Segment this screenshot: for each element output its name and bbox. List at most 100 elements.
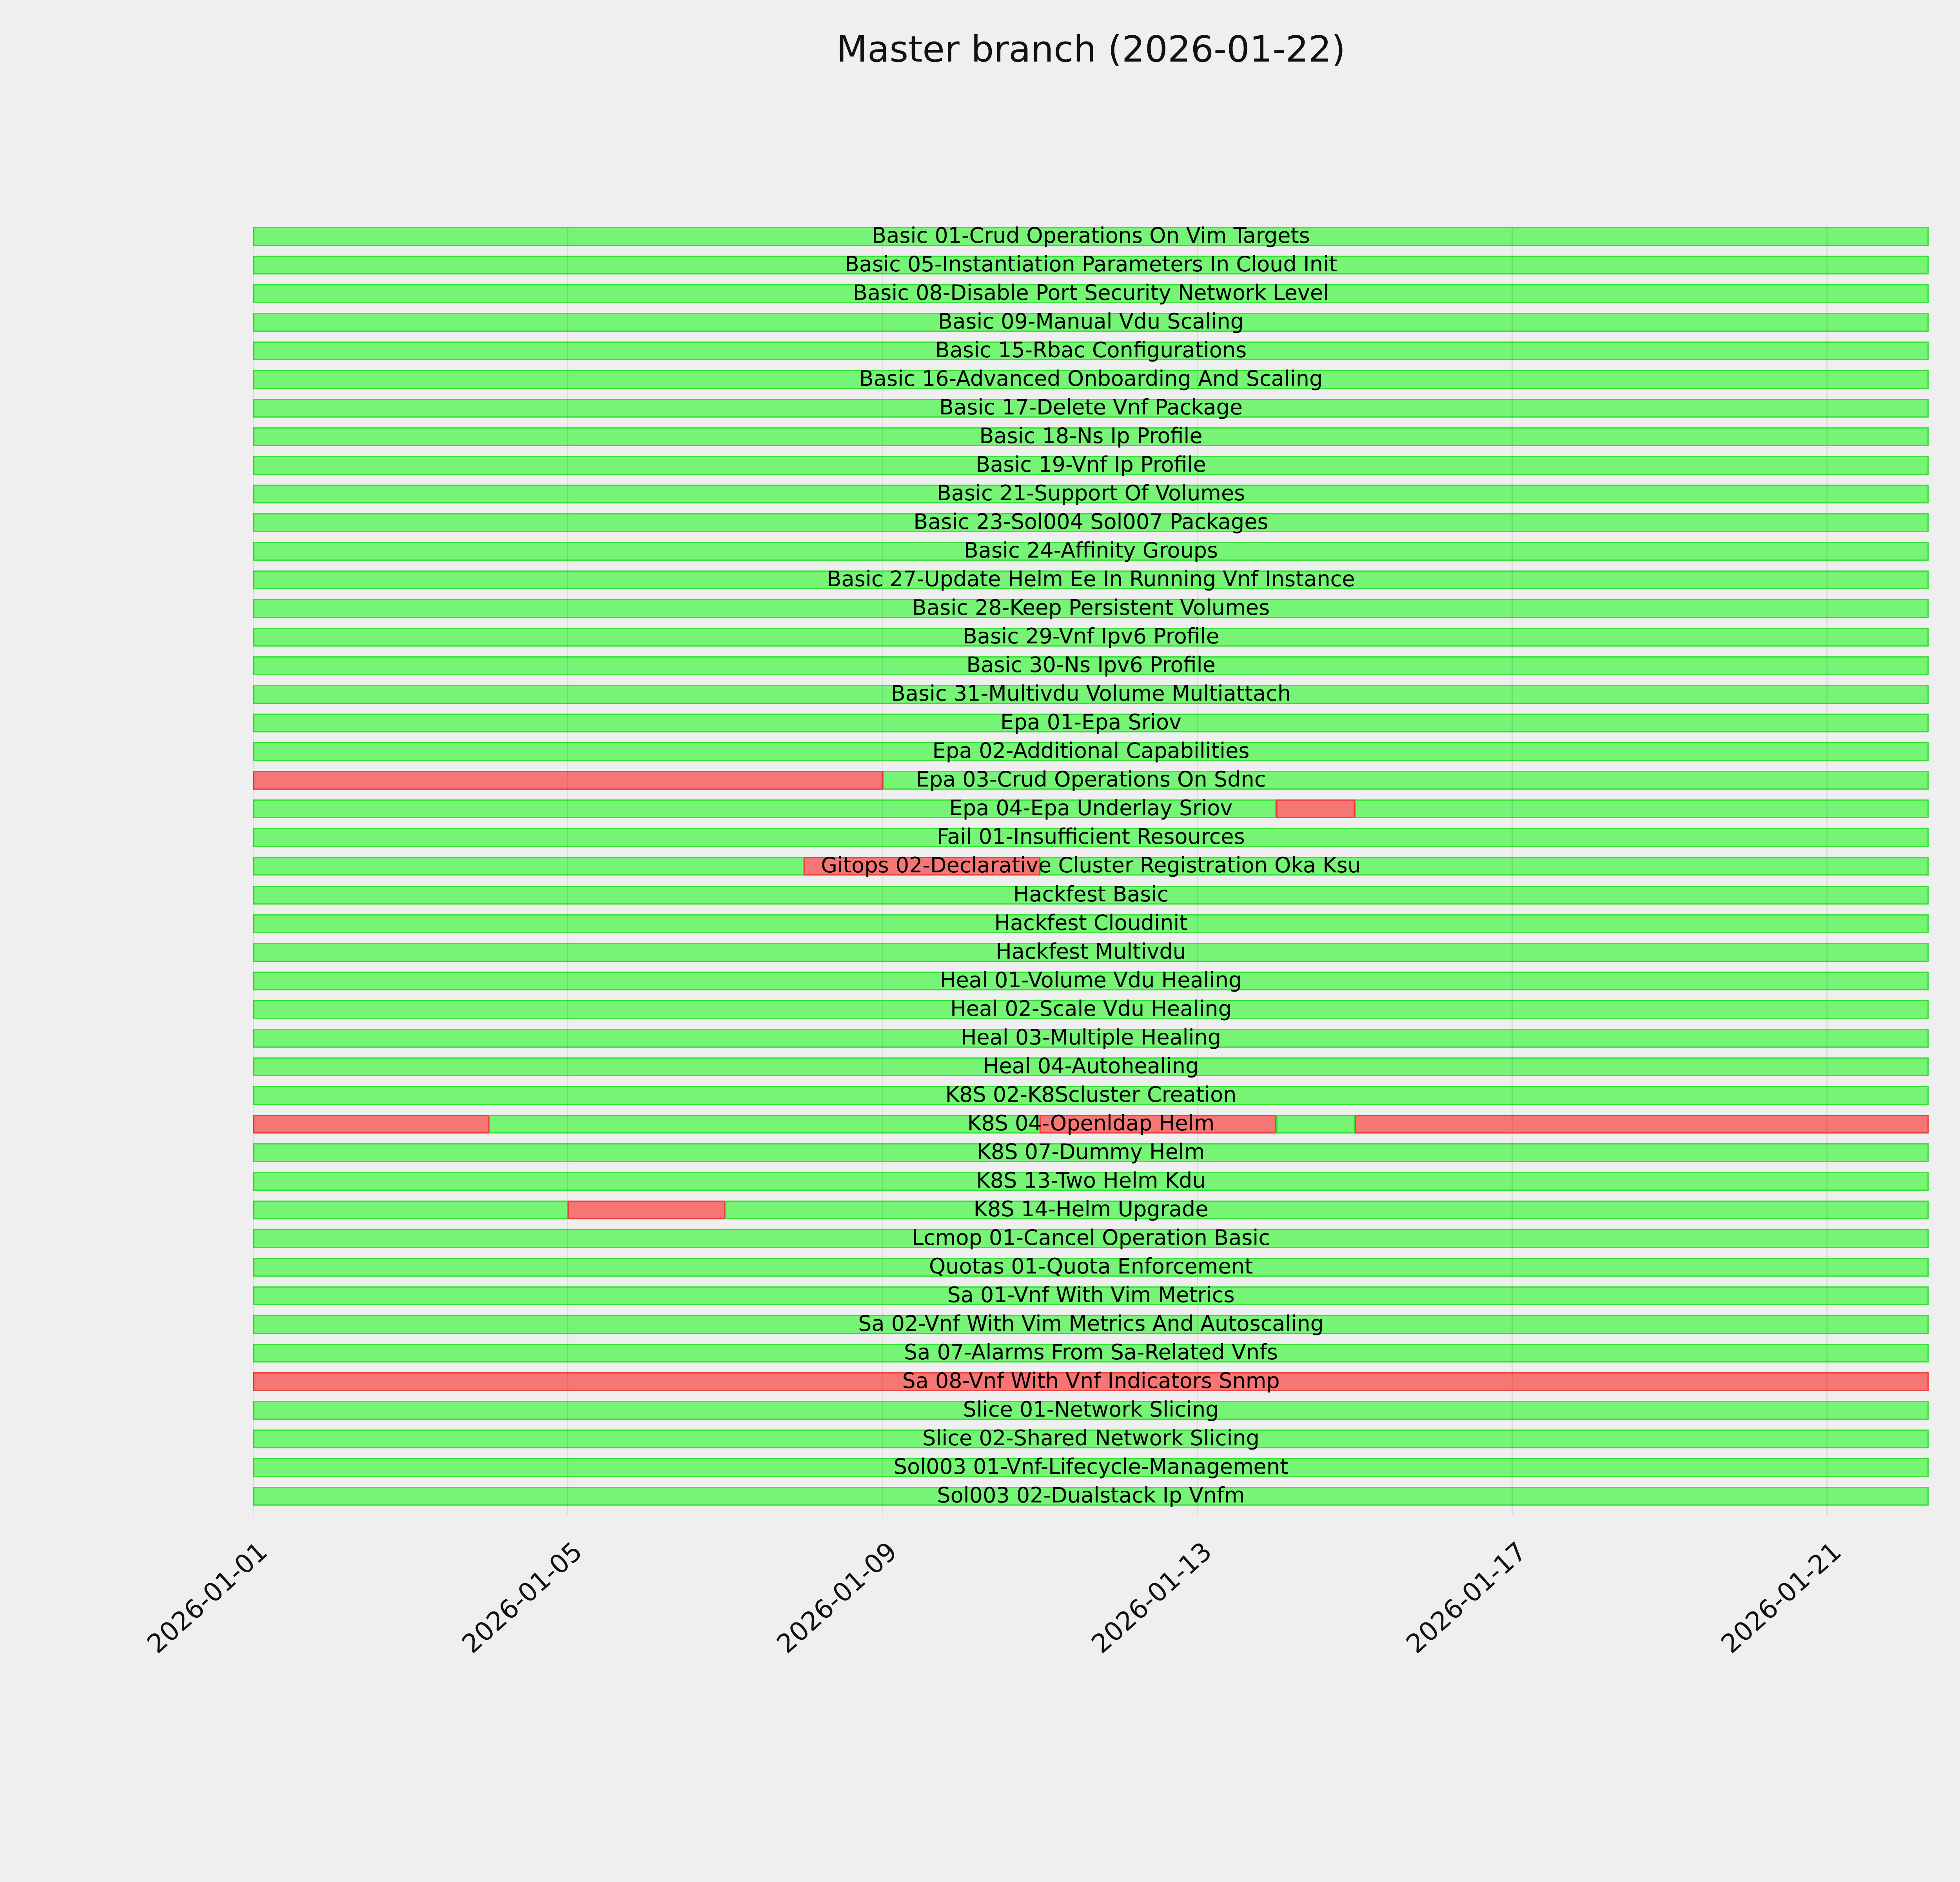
gantt-row: Heal 02-Scale Vdu Healing: [253, 998, 1929, 1019]
status-segment-pass: [253, 256, 1929, 275]
status-segment-pass: [253, 1143, 1929, 1162]
gantt-row: K8S 04-Openldap Helm: [253, 1112, 1929, 1134]
status-segment-fail: [1040, 1114, 1276, 1134]
gantt-row: Basic 19-Vnf Ip Profile: [253, 454, 1929, 475]
gantt-row: Basic 17-Delete Vnf Package: [253, 396, 1929, 418]
gantt-row: Sol003 02-Dualstack Ip Vnfm: [253, 1484, 1929, 1506]
status-segment-pass: [253, 427, 1929, 447]
status-segment-pass: [253, 1401, 1929, 1420]
status-segment-pass: [253, 1458, 1929, 1477]
status-segment-pass: [253, 599, 1929, 618]
x-tick-label-text: 2026-01-01: [141, 1536, 274, 1659]
gridline: [1512, 227, 1513, 1515]
status-segment-pass: [253, 370, 1929, 389]
x-tick-label-text: 2026-01-17: [1400, 1536, 1533, 1659]
x-tick-label-text: 2026-01-09: [771, 1536, 903, 1659]
status-segment-pass: [253, 971, 1929, 990]
gantt-chart: Basic 01-Crud Operations On Vim Targets B…: [252, 225, 1929, 1515]
status-segment-pass: [253, 857, 804, 876]
status-segment-pass: [253, 313, 1929, 332]
gantt-row: Epa 01-Epa Sriov: [253, 712, 1929, 733]
gantt-row: Sol003 01-Vnf-Lifecycle-Management: [253, 1456, 1929, 1477]
gantt-row: Epa 02-Additional Capabilities: [253, 740, 1929, 761]
chart-title: Master branch (2026-01-22): [836, 28, 1346, 70]
gantt-row: Lcmop 01-Cancel Operation Basic: [253, 1227, 1929, 1248]
gantt-row: Heal 03-Multiple Healing: [253, 1026, 1929, 1048]
gantt-row: Sa 07-Alarms From Sa-Related Vnfs: [253, 1341, 1929, 1362]
status-segment-pass: [253, 570, 1929, 590]
status-segment-fail: [804, 857, 1040, 876]
gantt-row: Gitops 02-Declarative Cluster Registrati…: [253, 855, 1929, 876]
gantt-row: Slice 01-Network Slicing: [253, 1399, 1929, 1420]
gantt-row: Basic 29-Vnf Ipv6 Profile: [253, 626, 1929, 647]
status-segment-pass: [253, 685, 1929, 704]
gantt-row: Quotas 01-Quota Enforcement: [253, 1255, 1929, 1277]
gantt-row: Heal 01-Volume Vdu Healing: [253, 969, 1929, 990]
gantt-row: K8S 02-K8Scluster Creation: [253, 1084, 1929, 1105]
status-segment-pass: [1040, 857, 1929, 876]
gantt-row: Basic 05-Instantiation Parameters In Clo…: [253, 253, 1929, 275]
gridline: [882, 227, 884, 1515]
gantt-row: Basic 09-Manual Vdu Scaling: [253, 311, 1929, 332]
status-segment-pass: [253, 399, 1929, 418]
status-segment-pass: [253, 342, 1929, 361]
gantt-row: Basic 23-Sol004 Sol007 Packages: [253, 511, 1929, 532]
gridline: [252, 227, 254, 1515]
status-segment-pass: [253, 885, 1929, 905]
gridline: [1197, 227, 1198, 1515]
gantt-row: Slice 02-Shared Network Slicing: [253, 1427, 1929, 1448]
gantt-row: Sa 08-Vnf With Vnf Indicators Snmp: [253, 1370, 1929, 1391]
status-segment-pass: [253, 742, 1929, 761]
status-segment-pass: [253, 284, 1929, 303]
gantt-row: Epa 04-Epa Underlay Sriov: [253, 797, 1929, 819]
status-segment-pass: [253, 828, 1929, 847]
gantt-row: Basic 30-Ns Ipv6 Profile: [253, 654, 1929, 676]
status-segment-pass: [253, 1315, 1929, 1334]
gantt-row: Basic 15-Rbac Configurations: [253, 339, 1929, 361]
status-segment-pass: [253, 513, 1929, 532]
status-segment-pass: [253, 227, 1929, 246]
status-segment-fail: [253, 1114, 490, 1134]
gantt-row: Epa 03-Crud Operations On Sdnc: [253, 769, 1929, 790]
status-segment-pass: [253, 943, 1929, 962]
status-segment-pass: [1276, 1114, 1355, 1134]
status-segment-pass: [253, 1086, 1929, 1105]
status-segment-pass: [253, 1429, 1929, 1448]
gantt-row: Basic 31-Multivdu Volume Multiattach: [253, 683, 1929, 704]
status-segment-pass: [253, 714, 1929, 733]
status-segment-pass: [253, 1028, 1929, 1048]
status-segment-pass: [253, 542, 1929, 561]
gantt-row: Basic 16-Advanced Onboarding And Scaling: [253, 368, 1929, 389]
gantt-row: Hackfest Basic: [253, 883, 1929, 905]
status-segment-pass: [882, 771, 1929, 790]
gantt-row: Sa 02-Vnf With Vim Metrics And Autoscali…: [253, 1313, 1929, 1334]
gantt-row: Heal 04-Autohealing: [253, 1055, 1929, 1076]
gantt-row: K8S 07-Dummy Helm: [253, 1141, 1929, 1162]
status-segment-pass: [253, 914, 1929, 933]
status-segment-fail: [1355, 1114, 1929, 1134]
status-segment-fail: [253, 771, 883, 790]
gantt-row: Basic 28-Keep Persistent Volumes: [253, 597, 1929, 618]
status-segment-pass: [253, 799, 1276, 819]
status-segment-pass: [253, 1343, 1929, 1362]
status-segment-pass: [253, 1200, 568, 1219]
gantt-row: Basic 18-Ns Ip Profile: [253, 425, 1929, 447]
status-segment-pass: [253, 1286, 1929, 1305]
status-segment-pass: [253, 485, 1929, 504]
gantt-row: Fail 01-Insufficient Resources: [253, 826, 1929, 847]
status-segment-pass: [253, 656, 1929, 676]
status-segment-pass: [489, 1114, 1040, 1134]
gantt-row: K8S 13-Two Helm Kdu: [253, 1170, 1929, 1191]
gantt-row: Basic 01-Crud Operations On Vim Targets: [253, 225, 1929, 246]
status-segment-fail: [1276, 799, 1355, 819]
status-segment-pass: [253, 456, 1929, 475]
gantt-row: Basic 24-Affinity Groups: [253, 540, 1929, 561]
status-segment-pass: [253, 1486, 1929, 1506]
gridline: [567, 227, 569, 1515]
status-segment-pass: [725, 1200, 1929, 1219]
status-segment-pass: [253, 1172, 1929, 1191]
status-segment-pass: [253, 1257, 1929, 1277]
gantt-row: Basic 21-Support Of Volumes: [253, 483, 1929, 504]
status-segment-fail: [568, 1200, 726, 1219]
status-segment-pass: [1355, 799, 1929, 819]
